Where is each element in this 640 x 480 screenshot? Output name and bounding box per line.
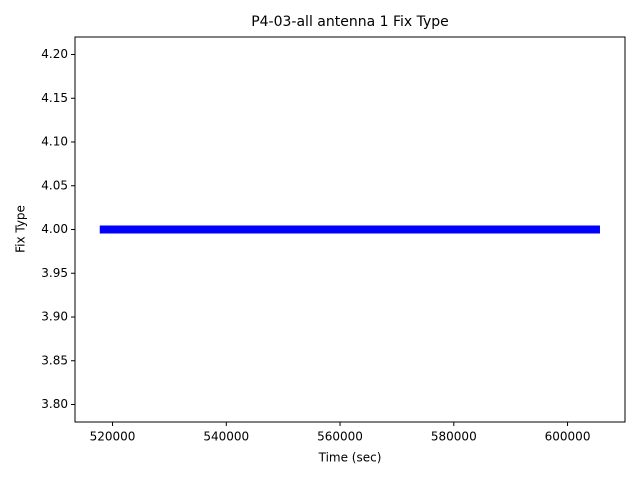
y-axis-label: Fix Type — [14, 205, 28, 253]
x-tick-label: 600000 — [545, 430, 591, 444]
y-tick-label: 4.20 — [41, 47, 68, 61]
x-axis-label: Time (sec) — [318, 451, 382, 465]
y-tick-label: 3.85 — [41, 353, 68, 367]
y-tick-label: 4.10 — [41, 135, 68, 149]
x-tick-label: 540000 — [203, 430, 249, 444]
y-tick-label: 4.05 — [41, 178, 68, 192]
x-tick-label: 560000 — [317, 430, 363, 444]
chart-title: P4-03-all antenna 1 Fix Type — [251, 14, 449, 30]
y-tick-label: 4.00 — [41, 222, 68, 236]
y-tick-label: 3.80 — [41, 397, 68, 411]
x-tick-label: 580000 — [431, 430, 477, 444]
y-tick-label: 3.90 — [41, 310, 68, 324]
y-tick-label: 4.15 — [41, 91, 68, 105]
plot-frame — [74, 36, 626, 423]
y-tick-label: 3.95 — [41, 266, 68, 280]
x-tick-label: 520000 — [90, 430, 136, 444]
